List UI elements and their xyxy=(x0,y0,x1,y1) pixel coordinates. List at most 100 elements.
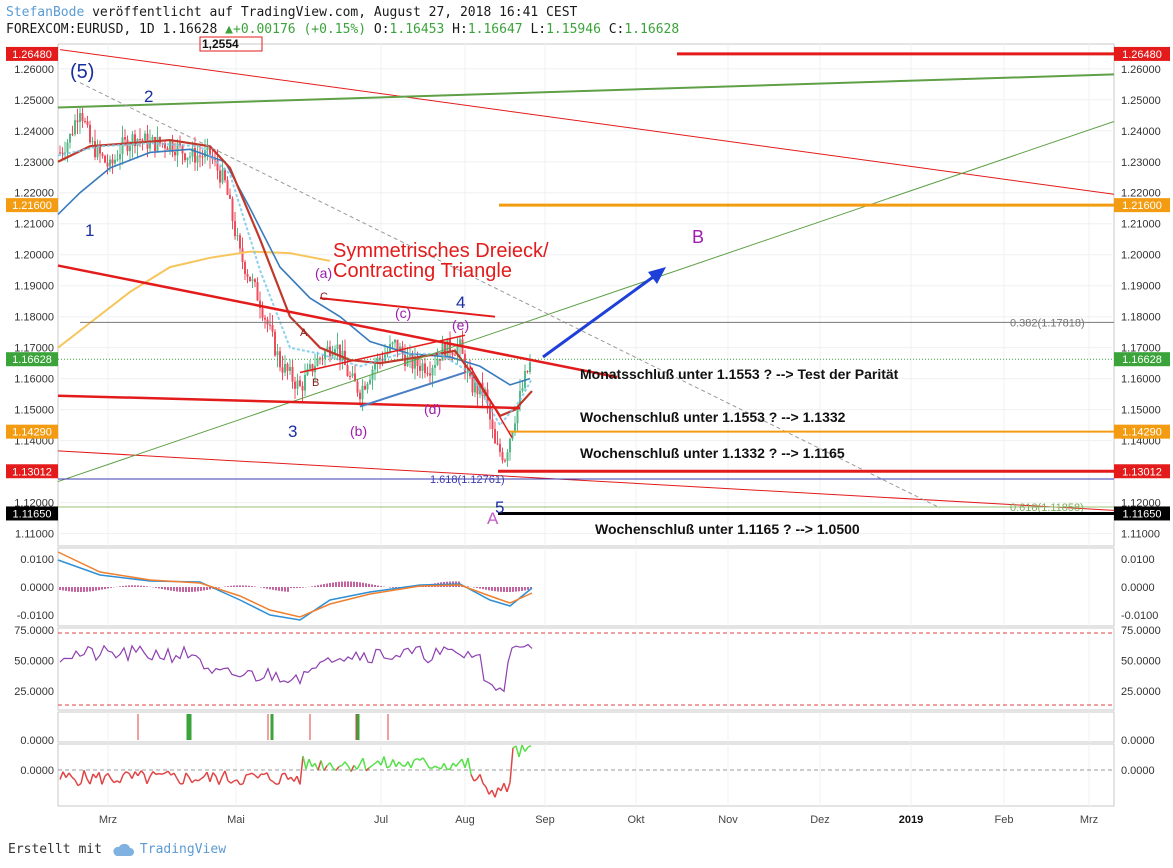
candle-body xyxy=(86,121,89,125)
candle-body xyxy=(496,443,499,445)
osc-segment xyxy=(362,758,367,772)
triangle-lower-line xyxy=(57,394,521,410)
candle-body xyxy=(166,148,169,150)
y-tick-left: 1.25000 xyxy=(14,95,54,107)
candle xyxy=(81,107,84,128)
candle xyxy=(471,367,474,397)
osc-segment xyxy=(197,778,202,782)
author-name[interactable]: StefanBode xyxy=(6,5,85,20)
candle-body xyxy=(364,385,366,390)
candle xyxy=(491,409,494,439)
osc-segment xyxy=(242,774,247,785)
candle-body xyxy=(66,142,69,153)
price-badge-left-label: 1.26480 xyxy=(12,49,52,61)
rsi-tick-left: 50.0000 xyxy=(14,655,54,667)
candle-body xyxy=(254,279,256,283)
candle-body xyxy=(261,308,264,318)
candle-body xyxy=(324,351,326,359)
osc-segment xyxy=(161,772,166,775)
candle-body xyxy=(116,159,119,161)
macd-tick-left: -0.0100 xyxy=(17,610,54,622)
candle-body xyxy=(251,279,254,282)
candle-body xyxy=(396,339,399,352)
candle-body xyxy=(506,452,509,461)
candle-body xyxy=(289,366,291,371)
candle-body xyxy=(299,380,301,386)
candle-body xyxy=(431,367,434,376)
osc-segment xyxy=(392,759,397,767)
macd-tick-left: 0.0100 xyxy=(20,554,54,566)
osc-segment xyxy=(455,762,460,767)
candle-body xyxy=(394,339,396,343)
wave-label: 5 xyxy=(495,498,504,517)
osc-segment xyxy=(62,771,67,778)
osc-segment xyxy=(110,778,115,784)
osc-segment xyxy=(524,746,529,752)
candle-body xyxy=(201,156,204,158)
candle-body xyxy=(456,346,459,356)
osc-segment xyxy=(527,744,532,748)
wave-label: B xyxy=(692,227,704,247)
candle-body xyxy=(451,352,454,355)
candle xyxy=(76,108,79,135)
candle-body xyxy=(246,274,249,277)
candle-body xyxy=(171,140,174,152)
candle-body xyxy=(526,371,529,373)
close-label: C: xyxy=(608,22,625,37)
wave-label: (5) xyxy=(70,61,94,83)
candle-body xyxy=(421,363,424,371)
osc-segment xyxy=(167,770,172,776)
osc-segment xyxy=(341,761,346,766)
candle-body xyxy=(174,151,176,156)
triangle-inner-line xyxy=(319,297,496,318)
candle-body xyxy=(191,148,194,157)
candle-body xyxy=(304,374,306,391)
wave-line-2 xyxy=(359,371,466,408)
candle-body xyxy=(199,155,201,157)
candle-body xyxy=(374,363,376,370)
osc-segment xyxy=(212,772,217,777)
wave-label: (e) xyxy=(452,317,469,333)
osc-segment xyxy=(173,772,178,779)
candle-body xyxy=(184,153,186,161)
tradingview-logo[interactable]: TradingView xyxy=(112,842,226,857)
candle xyxy=(394,338,396,348)
macd-tick-left: 0.0000 xyxy=(20,582,54,594)
osc-segment xyxy=(515,745,520,758)
candle-body xyxy=(139,139,141,141)
candle-body xyxy=(311,364,314,373)
candle-body xyxy=(414,356,416,369)
osc-segment xyxy=(386,765,391,769)
candle xyxy=(236,227,239,241)
blue-arrow-line xyxy=(542,270,661,359)
candle-body xyxy=(391,342,394,345)
osc-segment xyxy=(194,779,199,782)
candle xyxy=(164,139,166,158)
candle-body xyxy=(419,365,421,371)
osc-segment xyxy=(98,772,103,785)
wave-label: 4 xyxy=(456,293,465,312)
osc-segment xyxy=(344,761,349,767)
osc-segment xyxy=(125,771,130,774)
candle-body xyxy=(186,157,189,161)
candle xyxy=(339,344,341,371)
panel-2 xyxy=(57,627,1115,711)
candle xyxy=(379,354,381,369)
candle xyxy=(529,354,531,375)
y-tick-left: 1.16000 xyxy=(14,374,54,386)
triangle-title-line-1: Symmetrisches Dreieck/ xyxy=(333,240,549,262)
fib-0.618-label: 0.618(1.11858) xyxy=(1010,502,1084,514)
candle xyxy=(79,107,81,134)
candle-body xyxy=(361,385,364,400)
osc-segment xyxy=(155,772,160,776)
candle-body xyxy=(94,141,96,158)
candle xyxy=(176,139,179,167)
chart-header: StefanBode veröffentlicht auf TradingVie… xyxy=(6,4,679,38)
candle xyxy=(366,381,369,394)
signal-tick-right: 0.0000 xyxy=(1121,735,1155,747)
osc-segment xyxy=(314,763,319,771)
osc-segment xyxy=(383,756,388,769)
candle xyxy=(289,359,291,376)
osc-segment xyxy=(77,782,82,787)
